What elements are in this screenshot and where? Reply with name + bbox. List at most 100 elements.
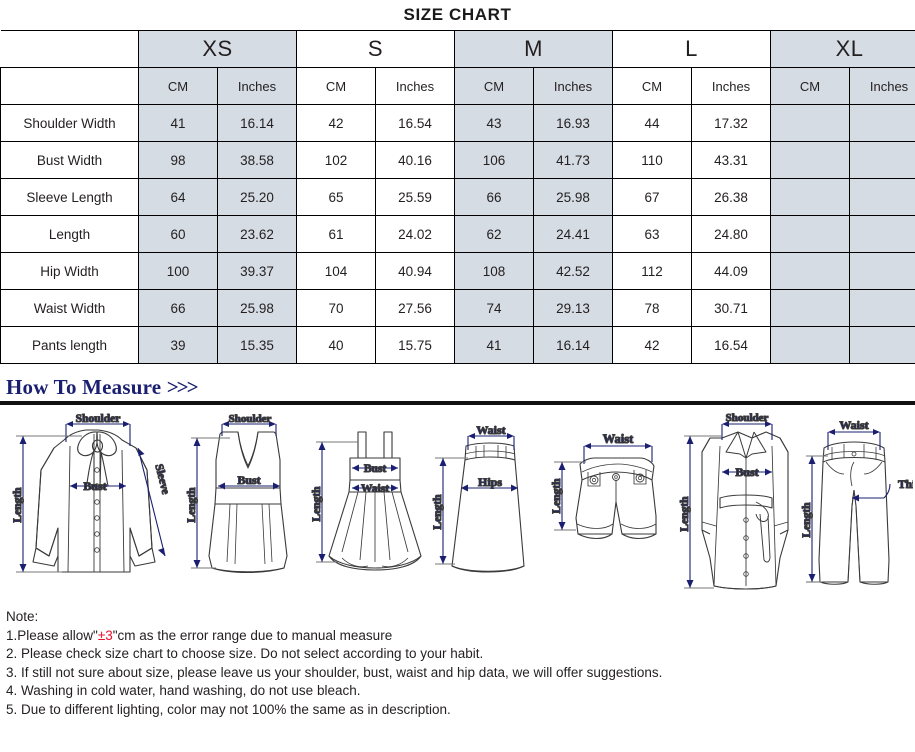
unit-header-s-cm: CM (296, 67, 377, 105)
size-header-m: M (454, 30, 614, 68)
cell-value: 29.13 (533, 289, 614, 327)
cell-value: 112 (612, 252, 693, 290)
unit-header-xs-cm: CM (138, 67, 218, 105)
cell-value: 27.56 (375, 289, 456, 327)
cell-value: 16.54 (375, 104, 456, 142)
notes-section: Note: 1.Please allow"±3"cm as the error … (0, 608, 915, 720)
figure-label-bust: Bust (83, 479, 106, 493)
note-line-3: 3. If still not sure about size, please … (6, 664, 663, 680)
table-body: Shoulder Width 41 16.14 42 16.54 43 16.9… (0, 104, 915, 364)
note-1-tolerance: ±3 (97, 627, 113, 643)
cell-value: 66 (454, 178, 535, 216)
figure-pants: Waist Thigh Length (800, 410, 913, 602)
cell-value: 30.71 (691, 289, 772, 327)
table-row: Waist Width 66 25.98 70 27.56 74 29.13 7… (0, 289, 915, 327)
cell-value: 39 (138, 326, 218, 364)
note-line-5: 5. Due to different lighting, color may … (6, 702, 451, 718)
row-label: Hip Width (0, 252, 139, 290)
figure-label-shoulder: Shoulder (726, 412, 769, 424)
cell-value: 40.94 (375, 252, 456, 290)
cell-value: 108 (454, 252, 535, 290)
cell-value: 40.16 (375, 141, 456, 179)
figure-blouse: Shoulder Bust Sleeve Length (2, 410, 178, 602)
cell-value: 74 (454, 289, 535, 327)
note-line-4: 4. Washing in cold water, hand washing, … (6, 683, 361, 699)
figure-label-length: Length (12, 487, 24, 523)
table-row: Pants length 39 15.35 40 15.75 41 16.14 … (0, 326, 915, 364)
chevron-right-icon: >>> (166, 375, 199, 399)
table-row: Hip Width 100 39.37 104 40.94 108 42.52 … (0, 252, 915, 290)
figure-label-waist: Waist (361, 483, 389, 495)
measurement-illustrations: Shoulder Bust Sleeve Length (0, 410, 915, 602)
cell-value: 25.98 (533, 178, 614, 216)
row-label: Shoulder Width (0, 104, 139, 142)
table-row: Length 60 23.62 61 24.02 62 24.41 63 24.… (0, 215, 915, 253)
cell-value (849, 289, 915, 327)
cell-value: 67 (612, 178, 693, 216)
cell-value: 63 (612, 215, 693, 253)
unit-header-xl-in: Inches (849, 67, 915, 105)
figure-label-shoulder: Shoulder (229, 413, 272, 425)
figure-tank-top: Shoulder Bust Length (182, 410, 308, 602)
cell-value (849, 252, 915, 290)
note-line-1: 1.Please allow"±3"cm as the error range … (6, 627, 915, 646)
cell-value: 43 (454, 104, 535, 142)
unit-header-row: CM Inches CM Inches CM Inches CM Inches … (0, 67, 915, 105)
cell-value: 106 (454, 141, 535, 179)
cell-value: 41 (138, 104, 218, 142)
cell-value: 16.93 (533, 104, 614, 142)
cell-value (849, 104, 915, 142)
size-header-l: L (612, 30, 772, 68)
cell-value: 42.52 (533, 252, 614, 290)
cell-value: 102 (296, 141, 377, 179)
cell-value: 38.58 (216, 141, 298, 179)
how-to-measure-section: How To Measure >>> (0, 373, 915, 406)
cell-value (849, 141, 915, 179)
cell-value (770, 141, 851, 179)
cell-value: 100 (138, 252, 218, 290)
size-header-xs: XS (137, 30, 298, 68)
unit-corner-blank-cell (0, 67, 139, 105)
how-to-measure-heading-text: How To Measure (6, 375, 162, 399)
figure-label-length: Length (801, 502, 813, 538)
table-row: Bust Width 98 38.58 102 40.16 106 41.73 … (0, 141, 915, 179)
cell-value (770, 215, 851, 253)
note-1-pre: 1.Please allow" (6, 627, 98, 643)
section-divider (0, 401, 915, 406)
cell-value: 42 (296, 104, 377, 142)
figure-label-sleeve: Sleeve (152, 463, 171, 496)
cell-value: 65 (296, 178, 377, 216)
figure-label-bust: Bust (735, 465, 758, 479)
how-to-measure-heading: How To Measure >>> (0, 373, 915, 400)
row-label: Waist Width (0, 289, 139, 327)
row-label: Sleeve Length (0, 178, 139, 216)
cell-value: 43.31 (691, 141, 772, 179)
cell-value: 16.14 (216, 104, 298, 142)
figure-label-bust: Bust (364, 463, 387, 475)
table-header: XS S M L XL CM Inches CM Inches CM Inche… (0, 30, 915, 105)
unit-header-m-cm: CM (454, 67, 535, 105)
unit-header-xs-in: Inches (216, 67, 298, 105)
table-row: Shoulder Width 41 16.14 42 16.54 43 16.9… (0, 104, 915, 142)
figure-skirt: Waist Hips Length (430, 410, 546, 602)
cell-value: 40 (296, 326, 377, 364)
cell-value: 24.41 (533, 215, 614, 253)
figure-label-waist: Waist (476, 423, 505, 437)
cell-value (770, 104, 851, 142)
cell-value (849, 178, 915, 216)
figure-label-length: Length (551, 478, 563, 514)
figure-label-bust: Bust (237, 473, 260, 487)
cell-value (849, 326, 915, 364)
cell-value: 15.75 (375, 326, 456, 364)
note-1-post: "cm as the error range due to manual mea… (112, 627, 393, 643)
figure-label-length: Length (311, 486, 323, 522)
cell-value: 24.02 (375, 215, 456, 253)
unit-header-m-in: Inches (533, 67, 614, 105)
cell-value: 25.20 (216, 178, 298, 216)
cell-value (770, 178, 851, 216)
cell-value: 60 (138, 215, 218, 253)
corner-blank-cell (0, 30, 139, 68)
cell-value: 41.73 (533, 141, 614, 179)
unit-header-l-cm: CM (612, 67, 693, 105)
cell-value: 25.59 (375, 178, 456, 216)
